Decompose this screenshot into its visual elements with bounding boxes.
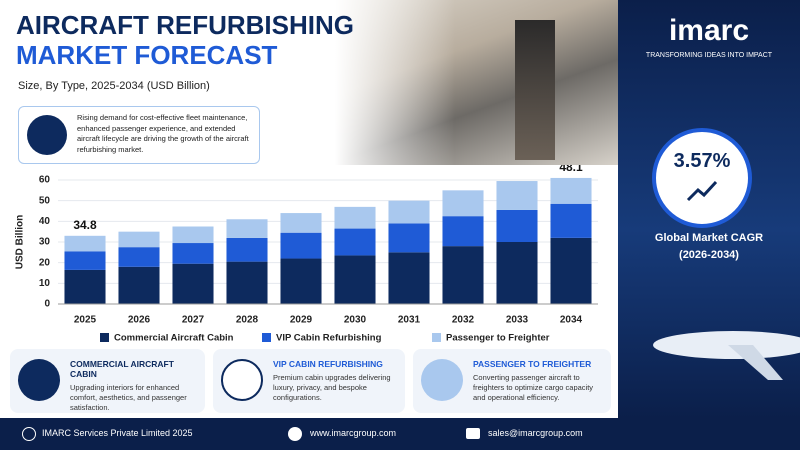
bar-segment xyxy=(550,203,592,238)
side-panel: imarc TRANSFORMING IDEAS INTO IMPACT 3.5… xyxy=(618,0,800,418)
y-tick-label: 10 xyxy=(39,278,51,289)
x-tick-label: 2027 xyxy=(182,315,205,326)
cagr-label: Global Market CAGR xyxy=(654,232,764,244)
x-tick-label: 2033 xyxy=(506,315,529,326)
bar-segment xyxy=(388,200,430,224)
y-tick-label: 50 xyxy=(39,195,51,206)
title-line: AIRCRAFT REFURBISHING xyxy=(16,10,354,40)
cagr-value: 3.57% xyxy=(673,150,731,172)
bar-segment xyxy=(226,261,268,304)
bar-segment xyxy=(334,255,376,304)
y-tick-label: 60 xyxy=(39,175,51,186)
feature-title: COMMERCIAL AIRCRAFT CABIN xyxy=(70,359,174,379)
cagr-period: (2026-2034) xyxy=(679,249,739,261)
x-tick-label: 2025 xyxy=(74,315,97,326)
bar-segment xyxy=(64,251,106,270)
bar-segment xyxy=(64,235,106,252)
y-tick-label: 40 xyxy=(39,216,51,227)
trend-icon xyxy=(686,180,718,202)
feature-card: VIP CABIN REFURBISHING Premium cabin upgr… xyxy=(213,349,405,413)
bar-segment xyxy=(172,226,214,244)
bar-segment xyxy=(496,209,538,242)
cagr-circle: 3.57% xyxy=(652,128,752,228)
y-tick-label: 0 xyxy=(44,299,50,310)
intro-text: Rising demand for cost-effective fleet m… xyxy=(77,113,249,154)
footer-text: IMARC Services Private Limited 2025 xyxy=(42,428,193,438)
bar-segment xyxy=(280,232,322,259)
subtitle: Size, By Type, 2025-2034 (USD Billion) xyxy=(18,80,210,92)
web-icon xyxy=(288,427,302,441)
bar-segment xyxy=(280,213,322,233)
bar-segment xyxy=(118,247,160,267)
intro-box: Rising demand for cost-effective fleet m… xyxy=(18,106,260,164)
total-label: 48.1 xyxy=(559,165,583,174)
bar-segment xyxy=(334,206,376,229)
brand: imarc xyxy=(668,14,750,47)
x-tick-label: 2029 xyxy=(290,315,313,326)
cabin-image xyxy=(335,0,625,165)
feature-title: PASSENGER TO FREIGHTER xyxy=(473,359,592,369)
legend-swatch xyxy=(100,333,109,342)
plane-icon xyxy=(27,115,67,155)
bar-segment xyxy=(388,252,430,304)
fade xyxy=(335,0,455,165)
bar-segment xyxy=(172,263,214,304)
bar-segment xyxy=(442,216,484,247)
x-tick-label: 2028 xyxy=(236,315,259,326)
feature-text: Upgrading interiors for enhanced comfort… xyxy=(70,383,187,413)
bar-segment xyxy=(442,190,484,217)
x-tick-label: 2026 xyxy=(128,315,151,326)
legend-swatch xyxy=(432,333,441,342)
legend-label: Passenger to Freighter xyxy=(446,333,550,344)
bar-segment xyxy=(496,181,538,210)
x-tick-label: 2032 xyxy=(452,315,475,326)
title-line: MARKET FORECAST xyxy=(16,40,278,70)
y-tick-label: 30 xyxy=(39,237,51,248)
feature-text: Premium cabin upgrades delivering luxury… xyxy=(273,373,391,403)
y-tick-label: 20 xyxy=(39,257,51,268)
feature-card: COMMERCIAL AIRCRAFT CABIN Upgrading inter… xyxy=(10,349,205,413)
feature-title: VIP CABIN REFURBISHING xyxy=(273,359,383,369)
y-axis-label: USD Billion xyxy=(15,215,26,269)
x-tick-label: 2031 xyxy=(398,315,421,326)
copyright-icon xyxy=(22,427,36,441)
feature-text: Converting passenger aircraft to freight… xyxy=(473,373,594,403)
bar-segment xyxy=(496,242,538,304)
aisle xyxy=(515,20,555,160)
bar-segment xyxy=(64,269,106,304)
bar-segment xyxy=(334,228,376,256)
bar-segment xyxy=(388,223,430,253)
bar-segment xyxy=(550,237,592,304)
x-tick-label: 2034 xyxy=(560,315,583,326)
tagline: TRANSFORMING IDEAS INTO IMPACT xyxy=(645,52,773,59)
mail-icon xyxy=(466,428,480,439)
footer xyxy=(0,418,800,450)
airplane xyxy=(653,331,800,380)
bar-segment xyxy=(118,231,160,248)
total-label: 34.8 xyxy=(73,218,97,232)
bar-segment xyxy=(172,243,214,264)
legend-label: VIP Cabin Refurbishing xyxy=(276,333,382,344)
footer-text[interactable]: www.imarcgroup.com xyxy=(310,428,397,438)
bar-segment xyxy=(118,266,160,304)
legend-swatch xyxy=(262,333,271,342)
bar-segment xyxy=(226,237,268,262)
x-tick-label: 2030 xyxy=(344,315,367,326)
bar-segment xyxy=(226,219,268,238)
footer-text[interactable]: sales@imarcgroup.com xyxy=(488,428,583,438)
bar-segment xyxy=(280,258,322,304)
bar-segment xyxy=(550,177,592,204)
feature-card: PASSENGER TO FREIGHTER Converting passeng… xyxy=(413,349,611,413)
legend-label: Commercial Aircraft Cabin xyxy=(114,333,234,344)
bar-segment xyxy=(442,246,484,304)
